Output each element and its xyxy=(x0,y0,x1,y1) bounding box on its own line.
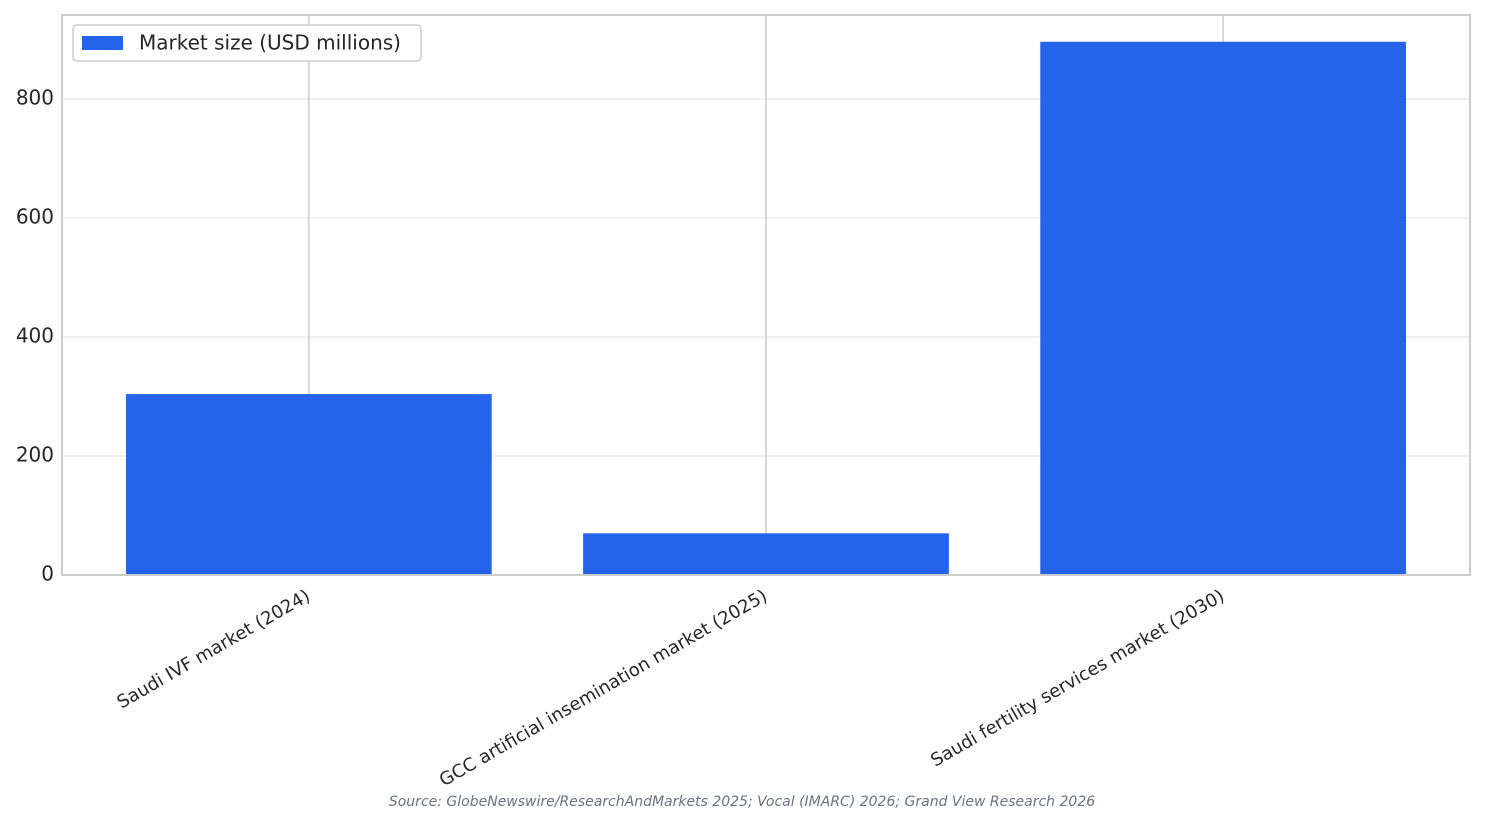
plot-frame xyxy=(61,14,1471,576)
bar xyxy=(583,533,949,575)
source-note: Source: GlobeNewswire/ResearchAndMarkets… xyxy=(389,794,1095,810)
legend-box xyxy=(72,24,422,62)
y-tick-label: 400 xyxy=(16,323,54,347)
x-tick-label: Saudi IVF market (2024) xyxy=(114,585,314,713)
y-tick-label: 600 xyxy=(16,204,54,228)
legend-label: Market size (USD millions) xyxy=(139,31,401,55)
bar xyxy=(126,394,492,575)
x-tick-label: Saudi fertility services market (2030) xyxy=(927,585,1228,771)
bar xyxy=(1040,41,1406,575)
y-tick-label: 200 xyxy=(16,442,54,466)
legend-swatch xyxy=(82,36,123,50)
y-tick-label: 0 xyxy=(41,562,54,586)
y-tick-label: 800 xyxy=(16,85,54,109)
x-tick-label: GCC artificial insemination market (2025… xyxy=(436,585,771,791)
